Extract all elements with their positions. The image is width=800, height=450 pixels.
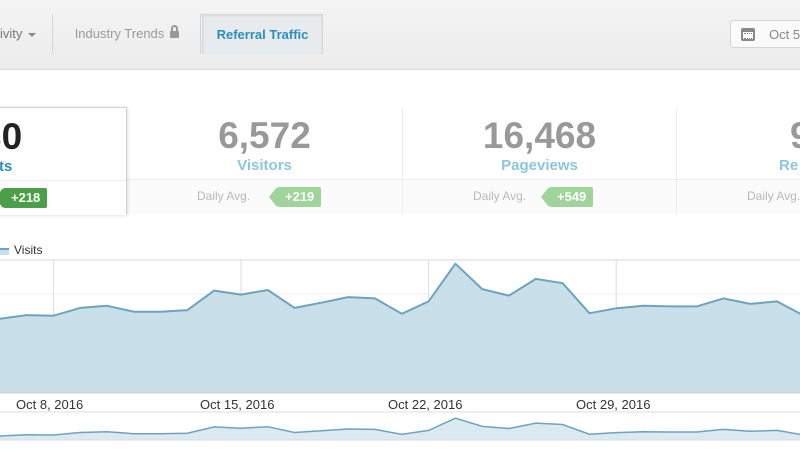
- daily-avg-label: Daily Avg.: [473, 189, 527, 203]
- stat-footer: +218: [0, 180, 126, 215]
- top-nav-bar: ivity Industry Trends Referral Traffic O…: [0, 0, 800, 70]
- lock-icon: [170, 25, 180, 39]
- x-tick-label: Oct 15, 2016: [200, 397, 275, 412]
- date-range-text: Oct 5: [769, 27, 800, 42]
- stat-value: 6,572: [218, 115, 311, 156]
- calendar-icon: [741, 28, 755, 41]
- stat-label: Visitors: [237, 157, 292, 174]
- tab-activity-label: ivity: [0, 26, 23, 41]
- stats-summary: 30 ts +218 6,572 Visitors Daily Avg. +21…: [0, 107, 800, 215]
- legend-label: Visits: [14, 243, 43, 257]
- change-badge: +219: [268, 187, 322, 207]
- tab-activity[interactable]: ivity: [0, 14, 53, 54]
- tab-industry-trends[interactable]: Industry Trends: [54, 14, 201, 54]
- stat-card-referrals[interactable]: 9 Re Daily Avg.: [677, 107, 800, 214]
- x-tick-label: Oct 29, 2016: [576, 397, 651, 412]
- legend-swatch: [0, 248, 9, 255]
- visits-line: [0, 262, 800, 320]
- stat-card-visitors[interactable]: 6,572 Visitors Daily Avg. +219: [127, 107, 403, 214]
- change-badge: +549: [540, 187, 594, 207]
- stat-label: Pageviews: [501, 157, 578, 174]
- stat-label: Re: [779, 157, 799, 174]
- stat-value: 16,468: [482, 115, 597, 156]
- navigator-line: [0, 417, 800, 437]
- chevron-down-icon: [28, 32, 37, 37]
- x-tick-label: Oct 22, 2016: [388, 397, 463, 412]
- stat-value: 9: [790, 115, 800, 157]
- stat-value: 30: [0, 116, 23, 157]
- tab-industry-trends-label: Industry Trends: [74, 26, 165, 41]
- tab-referral-traffic-label: Referral Traffic: [216, 27, 309, 42]
- daily-avg-label: Daily Avg.: [197, 189, 251, 203]
- change-badge: +218: [0, 188, 48, 208]
- stat-card-visits[interactable]: 30 ts +218: [0, 107, 127, 215]
- stat-footer: Daily Avg. +549: [403, 179, 676, 214]
- daily-avg-label: Daily Avg.: [747, 189, 800, 203]
- x-tick-label: Oct 8, 2016: [16, 397, 84, 412]
- date-range-picker[interactable]: Oct 5: [730, 20, 800, 48]
- visits-area: [0, 263, 800, 393]
- stat-label: ts: [0, 158, 13, 175]
- navigator-area: [0, 418, 800, 440]
- stat-footer: Daily Avg.: [677, 179, 800, 214]
- tab-referral-traffic[interactable]: Referral Traffic: [202, 14, 323, 54]
- stat-card-pageviews[interactable]: 16,468 Pageviews Daily Avg. +549: [403, 107, 677, 214]
- stat-footer: Daily Avg. +219: [127, 179, 402, 214]
